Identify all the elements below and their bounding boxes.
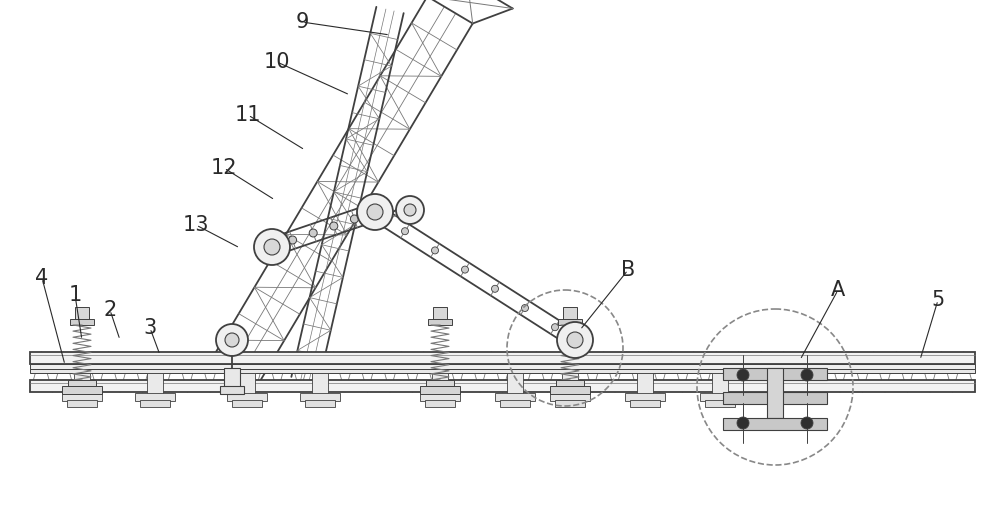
Circle shape [404,204,416,216]
Bar [140,400,170,407]
Bar [556,380,584,386]
Circle shape [432,247,438,254]
Bar [555,400,585,407]
Circle shape [801,417,813,429]
Bar [30,364,975,369]
Circle shape [462,266,468,273]
Text: 4: 4 [35,268,49,288]
Circle shape [367,204,383,220]
Text: 10: 10 [264,52,290,72]
Circle shape [330,222,338,230]
Bar [723,392,827,404]
Circle shape [737,369,749,381]
Circle shape [264,239,280,255]
Circle shape [216,324,248,356]
Circle shape [396,196,424,224]
Circle shape [522,304,528,312]
Text: A: A [831,280,845,300]
Bar [767,368,783,418]
Bar [420,393,460,401]
Bar [425,400,455,407]
Text: 9: 9 [295,12,309,32]
Bar [300,393,340,401]
Bar [232,400,262,407]
Bar [625,393,665,401]
Bar [563,307,577,319]
Text: 2: 2 [103,300,117,320]
Bar [62,393,102,401]
Bar [30,380,975,392]
Bar [239,373,255,395]
Bar [135,393,175,401]
Bar [62,386,102,394]
Bar [428,319,452,325]
Text: 1: 1 [68,285,82,305]
Bar [700,393,740,401]
Bar [432,373,448,395]
Circle shape [557,322,593,358]
Bar [550,393,590,401]
Bar [312,373,328,395]
Circle shape [350,215,358,223]
Bar [420,386,460,394]
Text: 3: 3 [143,318,157,338]
Circle shape [225,333,239,347]
Bar [426,380,454,386]
Circle shape [737,417,749,429]
Text: 12: 12 [211,158,237,178]
Bar [30,352,975,364]
Bar [507,373,523,395]
Bar [705,400,735,407]
Bar [637,373,653,395]
Bar [558,319,582,325]
Bar [68,380,96,386]
Text: 5: 5 [931,290,945,310]
Circle shape [254,229,290,265]
Bar [305,400,335,407]
Text: 13: 13 [183,215,209,235]
Text: B: B [621,260,635,280]
Circle shape [289,236,297,244]
Circle shape [402,228,409,235]
Bar [220,386,244,394]
Circle shape [801,369,813,381]
Bar [30,369,975,373]
Bar [67,400,97,407]
Bar [495,393,535,401]
Bar [70,319,94,325]
Text: 11: 11 [235,105,261,125]
Circle shape [567,332,583,348]
Circle shape [492,286,498,292]
Bar [550,386,590,394]
Circle shape [552,324,558,331]
Bar [227,393,267,401]
Bar [224,368,240,388]
Bar [74,373,90,395]
Circle shape [357,194,393,230]
Bar [147,373,163,395]
Circle shape [309,229,317,237]
Bar [500,400,530,407]
Bar [433,307,447,319]
Bar [723,418,827,430]
Bar [723,368,827,380]
Bar [75,307,89,319]
Bar [630,400,660,407]
Bar [562,373,578,395]
Bar [712,373,728,395]
